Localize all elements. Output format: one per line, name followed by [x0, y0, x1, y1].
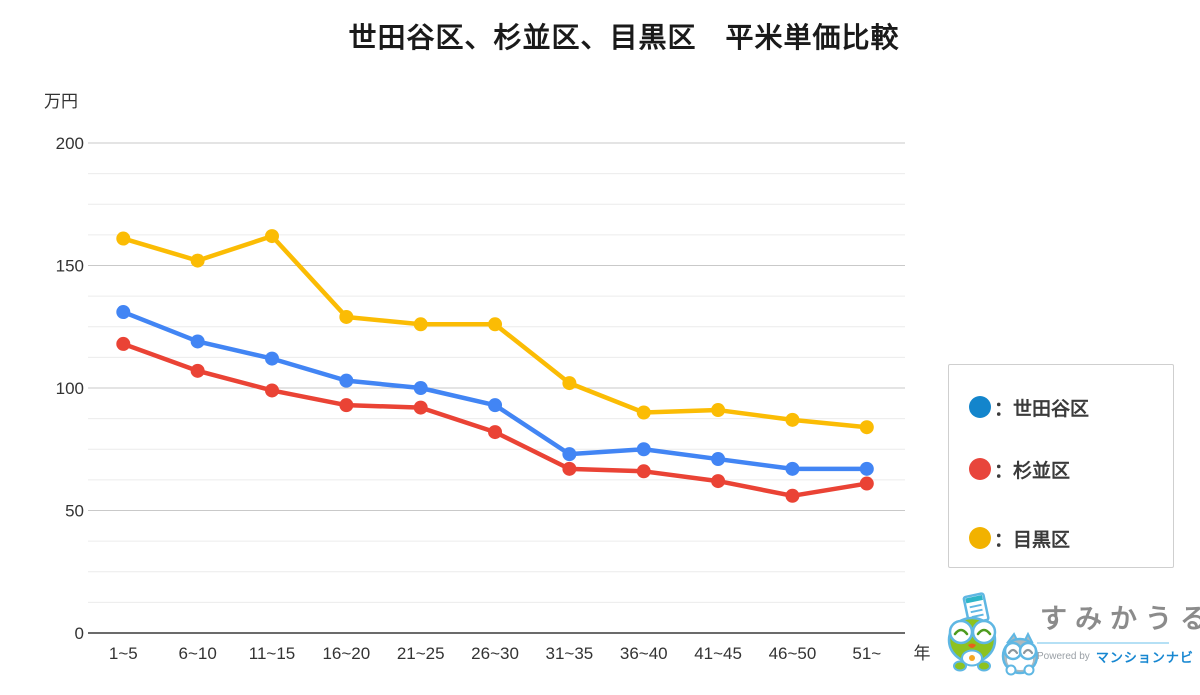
x-tick-label: 16~20 — [322, 644, 370, 663]
data-point-杉並区-51~ — [859, 476, 874, 491]
series-line-杉並区 — [121, 341, 870, 499]
powered-by-text: Powered by — [1037, 651, 1090, 662]
y-tick-label: 150 — [56, 257, 84, 276]
x-tick-label: 6~10 — [179, 644, 217, 663]
data-point-世田谷区-26~30 — [488, 398, 503, 413]
y-tick-label: 50 — [65, 502, 84, 521]
data-point-杉並区-26~30 — [488, 425, 503, 440]
data-point-杉並区-16~20 — [339, 398, 354, 413]
data-point-目黒区-41~45 — [711, 403, 726, 418]
data-point-杉並区-31~35 — [562, 461, 577, 476]
data-point-杉並区-21~25 — [413, 400, 428, 415]
x-tick-label: 36~40 — [620, 644, 668, 663]
y-tick-label: 0 — [75, 624, 84, 643]
data-point-世田谷区-21~25 — [413, 381, 428, 395]
data-point-世田谷区-1~5 — [116, 305, 131, 320]
sumikauru-logo: すみかうる Powered by マンションナビ — [938, 590, 1200, 685]
cat-mascot-icon — [1001, 631, 1039, 676]
legend-item-3: ：目黒区 — [969, 526, 1071, 551]
legend-color-dot — [969, 458, 991, 480]
data-point-目黒区-31~35 — [562, 376, 577, 391]
page-title: 世田谷区、杉並区、目黒区 平米単価比較 — [348, 22, 900, 53]
mascot-illustration-icon — [947, 592, 1039, 676]
x-tick-label: 41~45 — [694, 644, 742, 663]
data-point-世田谷区-11~15 — [265, 351, 279, 366]
data-point-世田谷区-36~40 — [636, 442, 651, 457]
logo-powered-line: Powered by マンションナビ — [1037, 647, 1194, 666]
frog-mascot-icon — [947, 616, 997, 672]
x-tick-label: 21~25 — [397, 644, 445, 663]
x-tick-label: 11~15 — [249, 644, 295, 663]
x-tick-label: 46~50 — [769, 644, 817, 663]
x-tick-label: 1~5 — [109, 644, 138, 663]
data-point-目黒区-1~5 — [116, 231, 131, 246]
data-point-杉並区-6~10 — [190, 363, 205, 378]
x-tick-label: 26~30 — [471, 644, 519, 663]
data-point-杉並区-41~45 — [711, 474, 726, 489]
data-point-目黒区-26~30 — [488, 317, 503, 332]
x-axis-unit-label: 年 — [914, 644, 931, 663]
y-tick-label: 200 — [56, 134, 84, 153]
data-point-世田谷区-16~20 — [339, 373, 354, 388]
y-tick-label: 100 — [56, 379, 84, 398]
data-point-目黒区-11~15 — [265, 229, 279, 244]
data-point-目黒区-46~50 — [785, 412, 800, 427]
data-point-世田谷区-41~45 — [711, 452, 726, 467]
data-point-目黒区-6~10 — [190, 253, 205, 268]
data-point-世田谷区-31~35 — [562, 447, 577, 462]
x-tick-label: 31~35 — [546, 644, 594, 663]
series-line-世田谷区 — [121, 309, 870, 472]
legend-label: ：目黒区 — [994, 529, 1071, 551]
legend-item-2: ：杉並区 — [969, 457, 1071, 482]
data-point-杉並区-46~50 — [785, 488, 800, 503]
legend-item-1: ：世田谷区 — [969, 395, 1090, 420]
logo-wordmark: すみかうる — [1040, 604, 1200, 634]
y-axis-unit-label: 万円 — [44, 92, 78, 111]
data-point-目黒区-36~40 — [636, 405, 651, 420]
data-point-目黒区-16~20 — [339, 309, 354, 324]
data-point-目黒区-21~25 — [413, 317, 428, 332]
legend-label: ：世田谷区 — [994, 398, 1090, 420]
x-tick-label: 51~ — [852, 644, 881, 663]
legend-color-dot — [969, 527, 991, 549]
legend: ：世田谷区 ：杉並区 ：目黒区 — [948, 364, 1174, 568]
data-point-世田谷区-51~ — [859, 461, 874, 476]
legend-color-dot — [969, 396, 991, 418]
data-point-杉並区-1~5 — [116, 336, 131, 351]
data-point-杉並区-36~40 — [636, 464, 651, 479]
data-point-杉並区-11~15 — [265, 383, 279, 398]
data-point-目黒区-51~ — [859, 420, 874, 435]
data-point-世田谷区-6~10 — [190, 334, 205, 349]
logo-divider — [1037, 642, 1169, 644]
legend-label: ：杉並区 — [994, 460, 1071, 482]
data-point-世田谷区-46~50 — [785, 461, 800, 476]
powered-brand-text: マンションナビ — [1095, 650, 1194, 665]
